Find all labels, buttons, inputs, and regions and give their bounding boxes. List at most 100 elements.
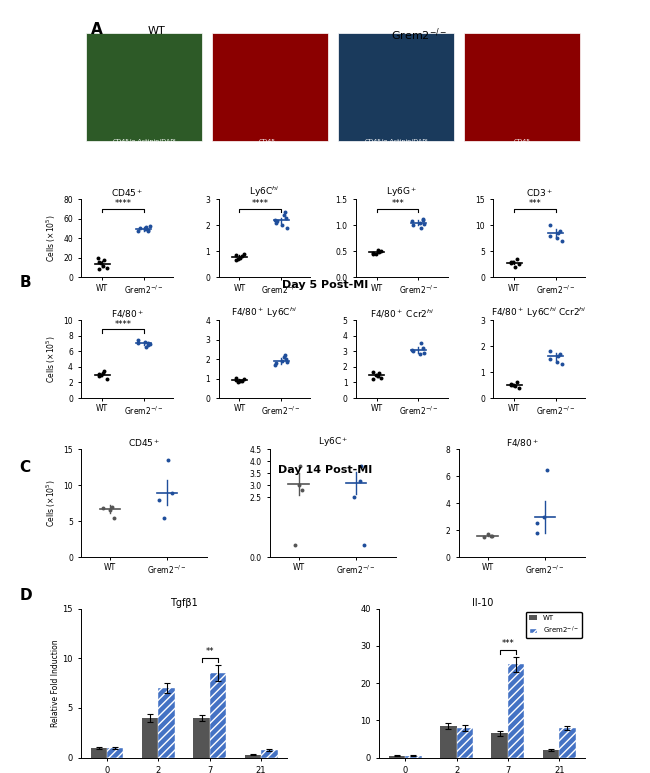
Bar — [107, 747, 124, 758]
Point — [270, 357, 281, 369]
Point — [133, 337, 144, 349]
Point — [296, 484, 307, 496]
Point — [512, 253, 522, 265]
Point — [408, 343, 418, 356]
Text: ****: **** — [114, 199, 131, 208]
Point — [514, 381, 524, 393]
Text: WT: WT — [148, 26, 166, 36]
Text: ****: **** — [114, 320, 131, 329]
Point — [542, 464, 552, 476]
Point — [348, 491, 359, 503]
Bar — [193, 718, 210, 758]
Point — [514, 258, 524, 271]
Point — [368, 247, 378, 259]
Point — [545, 353, 556, 366]
Title: Ly6C$^+$: Ly6C$^+$ — [318, 436, 348, 449]
Point — [277, 219, 287, 231]
Point — [144, 338, 155, 350]
Point — [96, 257, 106, 269]
Text: Day 5 Post-MI: Day 5 Post-MI — [282, 280, 368, 290]
Point — [280, 211, 291, 223]
Point — [235, 251, 246, 264]
Title: F4/80$^+$ Ly6C$^{hi}$ Ccr2$^{hi}$: F4/80$^+$ Ly6C$^{hi}$ Ccr2$^{hi}$ — [491, 305, 587, 320]
Point — [408, 345, 418, 357]
Bar — [559, 727, 576, 758]
Point — [94, 264, 104, 276]
Point — [374, 246, 384, 258]
Point — [486, 530, 497, 542]
Point — [94, 368, 104, 380]
Point — [99, 365, 110, 377]
Point — [92, 251, 103, 264]
Point — [135, 221, 146, 233]
Point — [553, 350, 564, 363]
Point — [277, 355, 287, 367]
Point — [239, 373, 249, 385]
Point — [478, 531, 489, 543]
FancyBboxPatch shape — [464, 32, 580, 141]
Point — [101, 373, 112, 385]
Text: ***: *** — [502, 639, 514, 648]
Point — [270, 359, 280, 371]
Point — [231, 254, 241, 267]
Bar — [159, 688, 175, 758]
Bar — [244, 754, 261, 758]
Text: ***: *** — [391, 199, 404, 208]
Point — [418, 342, 428, 354]
Text: A: A — [91, 22, 103, 37]
Point — [368, 366, 378, 378]
Point — [109, 512, 120, 524]
Point — [419, 218, 430, 230]
Point — [482, 528, 493, 540]
Text: **: ** — [205, 647, 214, 656]
FancyBboxPatch shape — [338, 32, 454, 141]
Point — [163, 454, 174, 466]
Y-axis label: Cells (×10$^5$): Cells (×10$^5$) — [44, 479, 58, 527]
Point — [552, 232, 562, 244]
Bar — [440, 726, 456, 758]
Point — [159, 512, 169, 524]
Point — [508, 379, 518, 391]
Point — [281, 356, 292, 368]
Point — [376, 245, 387, 257]
Point — [231, 373, 241, 386]
Title: Ly6G$^+$: Ly6G$^+$ — [386, 186, 417, 199]
Point — [510, 380, 521, 393]
Point — [368, 373, 378, 386]
Point — [408, 219, 418, 231]
Point — [281, 222, 292, 234]
Point — [416, 222, 426, 234]
Point — [231, 249, 241, 261]
Point — [142, 336, 153, 349]
Point — [506, 256, 516, 268]
Point — [280, 349, 291, 361]
Bar — [261, 750, 278, 758]
Point — [293, 479, 304, 492]
Point — [144, 220, 155, 232]
Point — [98, 502, 109, 515]
Title: F4/80$^+$: F4/80$^+$ — [506, 438, 538, 449]
Point — [417, 213, 428, 225]
Point — [141, 341, 151, 353]
Text: ***: *** — [528, 199, 541, 208]
Text: Day 14 Post-MI: Day 14 Post-MI — [278, 465, 372, 475]
Point — [510, 261, 521, 273]
Text: Grem2$^{-/-}$: Grem2$^{-/-}$ — [391, 26, 447, 43]
Point — [270, 214, 280, 226]
Title: CD45$^+$: CD45$^+$ — [111, 187, 144, 199]
Point — [556, 358, 567, 370]
Text: C: C — [20, 461, 31, 475]
Point — [552, 356, 562, 368]
Title: Ly6C$^{hi}$: Ly6C$^{hi}$ — [250, 185, 280, 199]
Point — [270, 216, 281, 229]
Point — [105, 504, 115, 516]
Point — [99, 254, 110, 266]
Bar — [491, 734, 508, 758]
Point — [376, 372, 387, 384]
Point — [295, 460, 306, 472]
FancyBboxPatch shape — [212, 32, 328, 141]
Point — [419, 346, 430, 359]
Point — [545, 345, 555, 357]
Point — [239, 247, 249, 260]
Text: ****: **** — [252, 199, 268, 208]
